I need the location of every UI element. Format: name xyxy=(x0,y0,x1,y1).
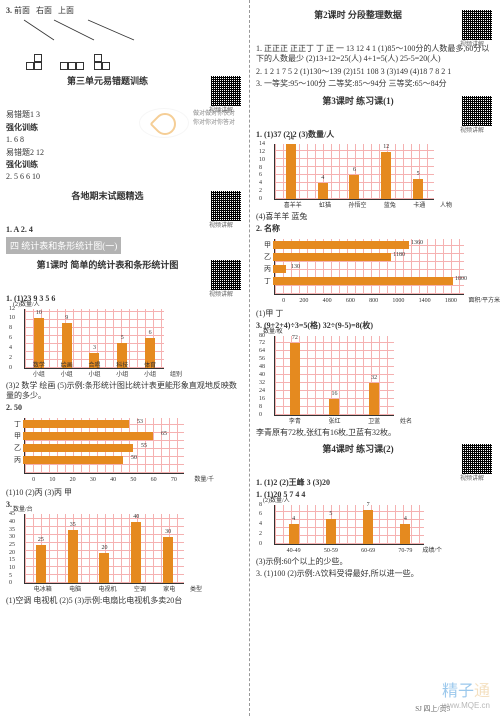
c4-xt: 人物 xyxy=(440,200,452,209)
p4-3: 3. (1)100 (2)示例:A饮料受得最好,所以进一些。 xyxy=(256,569,494,579)
unit3-title: 第三单元易错题训练 xyxy=(6,74,243,87)
sel: 1. A 2. 4 xyxy=(6,225,243,235)
qr-code-5[interactable] xyxy=(462,96,492,126)
q3-header: 3. 前面 右面 上面 xyxy=(6,6,243,16)
qr-code-1[interactable] xyxy=(211,76,241,106)
p4-2a: 1. (1)20 5 7 4 4 xyxy=(256,490,494,500)
lesson3-title: 第3课时 练习课(1) xyxy=(256,94,494,107)
q3-num: 3. xyxy=(6,6,12,15)
selection-title: 各地期末试题精选 xyxy=(6,189,243,202)
shape-3 xyxy=(94,54,118,70)
i5: 2. 5 6 6 10 xyxy=(6,172,135,182)
c1-xt: 组别 xyxy=(170,369,182,378)
q3-l2: 右面 xyxy=(36,6,52,15)
lesson1-title: 第1课时 简单的统计表和条形统计图 xyxy=(6,258,243,271)
l1-3: (3)2 数学 绘画 (5)示例:条形统计图比统计表更能形象直观地反映数量的多少… xyxy=(6,381,243,402)
shape-2 xyxy=(60,54,84,70)
q3-l1: 前面 xyxy=(14,6,30,15)
c1-yt: (2)数量/人 xyxy=(13,299,40,308)
l1-1: 1. (1)23 9 3 5 6 xyxy=(6,294,243,304)
chart-4: 人物 1446125 喜羊羊虹猫孙悟空蓝兔卡通 02468101214 xyxy=(274,144,434,200)
c2-xt: 数量/千 xyxy=(194,474,214,483)
unit4-box: 四 统计表和条形统计图(一) xyxy=(6,237,121,254)
q3-l3: 上面 xyxy=(58,6,74,15)
l2-b: (1)10 (2)丙 (3)丙 甲 xyxy=(6,488,243,498)
qr-code-6[interactable] xyxy=(462,444,492,474)
l3: 3. xyxy=(6,500,243,510)
r-l3: 3. 一等奖:95～100分 二等奖:85～94分 三等奖:65～84分 xyxy=(256,79,494,89)
c7-yt: (2)数量/人 xyxy=(263,495,290,504)
c7-xt: 成绩/个 xyxy=(422,545,442,554)
l3-b: (1)空调 电视机 (2)5 (3)示例:电扇比电视机多卖20台 xyxy=(6,596,243,606)
p4-2b: (3)示例:60个以上的少些。 xyxy=(256,557,494,567)
i1: 强化训练 xyxy=(6,123,135,133)
i2: 1. 6 8 xyxy=(6,135,135,145)
c3-yt: 数量/台 xyxy=(13,504,33,513)
c6-yt: 数量/枚 xyxy=(263,326,283,335)
watermark: 精子通 www.MQE.cn xyxy=(442,677,490,710)
shape-1 xyxy=(26,54,50,70)
l2: 2. 50 xyxy=(6,403,243,413)
tiny2: 你对你对你答对 xyxy=(193,117,243,126)
qr-code-2[interactable] xyxy=(211,191,241,221)
p3-1b: (4)喜羊羊 蓝兔 xyxy=(256,212,494,222)
p3-2b: (1)甲 丁 xyxy=(256,309,494,319)
cube-views xyxy=(26,54,243,70)
r-l2: 2. 1 2 1 7 5 2 (1)130～139 (2)151 108 3 (… xyxy=(256,67,494,77)
p3-3b: 李青原有72枚,张红有16枚,卫蓝有32枚。 xyxy=(256,428,494,438)
p4-1: 1. (1)2 (2)王峰 3 (3)20 xyxy=(256,478,494,488)
c6-xt: 姓名 xyxy=(400,416,412,425)
p3-3: 3. (9+2+4)÷3=5(格) 32÷(9-5)=8(枚) xyxy=(256,321,494,331)
carrot-mascot xyxy=(139,108,189,138)
chart-6: 数量/枚 姓名 721632 李青张红卫蓝 081624324048566472… xyxy=(274,336,394,416)
p3-2: 2. 名称 xyxy=(256,224,494,234)
i3: 易错题2 12 xyxy=(6,148,135,158)
lesson2-title: 第2课时 分段整理数据 xyxy=(256,8,494,21)
i4: 强化训练 xyxy=(6,160,135,170)
chart-2: 数量/千 丁53甲65乙55丙50010203040506070 xyxy=(24,418,184,474)
chart-3: 数量/台 类型 2535204030 电冰箱电脑电视机空调家电 05101520… xyxy=(24,514,184,584)
i0: 易错题1 3 xyxy=(6,110,135,120)
right-column: 第2课时 分段整理数据 1. 正正正 正正丁 丁 正 一 13 12 4 1 (… xyxy=(250,0,500,716)
lesson4-title: 第4课时 练习课(2) xyxy=(256,442,494,455)
chart-1: (2)数量/人 组别 109356 数学 小组绘画 小组合唱 小组科技 小组体育… xyxy=(24,309,164,369)
qr-code-3[interactable] xyxy=(211,260,241,290)
c3-xt: 类型 xyxy=(190,584,202,593)
chart-5: 面积/平方米 甲1360乙1180丙130丁180002004006008001… xyxy=(274,239,464,295)
left-column: 3. 前面 右面 上面 第三单元易 xyxy=(0,0,250,716)
r-l1: 1. 正正正 正正丁 丁 正 一 13 12 4 1 (1)85～100分的人数… xyxy=(256,44,494,65)
c5-xt: 面积/平方米 xyxy=(468,295,500,304)
connector-lines xyxy=(6,18,146,48)
qr-code-4[interactable] xyxy=(462,10,492,40)
chart-7: (2)数量/人 成绩/个 4574 40-4950-5960-6970-79 0… xyxy=(274,505,424,545)
